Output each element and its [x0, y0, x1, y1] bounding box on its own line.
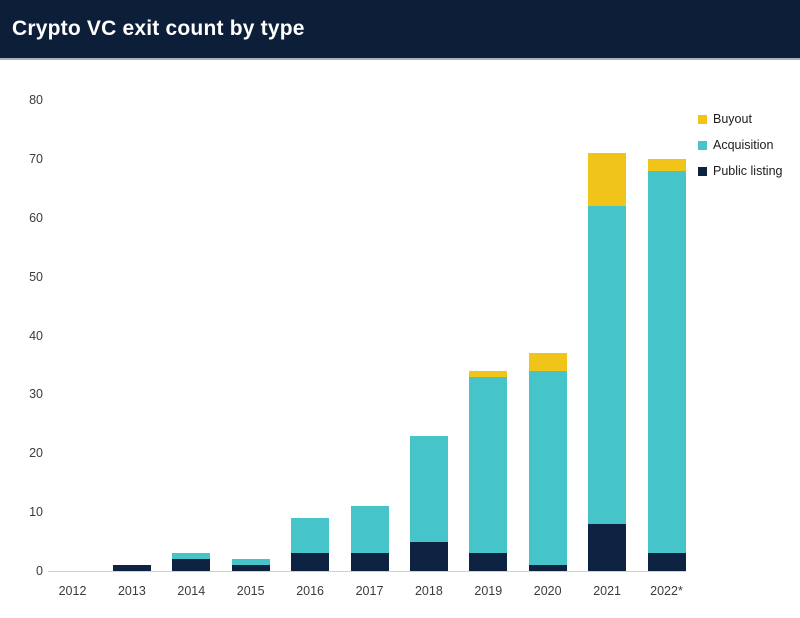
legend-item-acquisition: Acquisition [698, 132, 782, 158]
bar-segment-acquisition [528, 370, 567, 566]
bar-segment-public-listing [231, 565, 270, 571]
bar-segment-acquisition [469, 376, 508, 554]
x-axis-tick-label: 2017 [355, 584, 384, 598]
chart-title: Crypto VC exit count by type [12, 17, 305, 40]
bar-segment-acquisition [588, 205, 627, 524]
x-axis-tick-label: 2015 [236, 584, 265, 598]
y-axis-tick-label: 30 [29, 387, 43, 402]
y-axis-tick-label: 80 [29, 93, 43, 107]
x-axis-tick-label: 2012 [58, 584, 87, 598]
bar-segment-buyout [647, 158, 686, 171]
legend-item-public-listing: Public listing [698, 158, 782, 184]
legend: Buyout Acquisition Public listing [698, 106, 782, 184]
bar-segment-public-listing [647, 553, 686, 571]
bar-segment-acquisition [350, 506, 389, 554]
x-axis-tick-label: 2014 [177, 584, 206, 598]
x-axis-tick-label: 2020 [533, 584, 562, 598]
bar-segment-acquisition [647, 170, 686, 554]
x-axis-tick-label: 2018 [414, 584, 443, 598]
legend-label-acquisition: Acquisition [713, 138, 774, 152]
x-axis-tick-label: 2022* [650, 584, 683, 598]
y-axis-tick-label: 40 [29, 328, 43, 343]
x-axis-tick-label: 2019 [474, 584, 503, 598]
bar-segment-acquisition [409, 435, 448, 542]
bar-segment-public-listing [112, 565, 151, 571]
bar-segment-public-listing [409, 541, 448, 571]
legend-item-buyout: Buyout [698, 106, 782, 132]
x-axis-tick-label: 2013 [117, 584, 146, 598]
x-axis-tick-label: 2021 [593, 584, 621, 598]
buyout-swatch-icon [698, 114, 707, 124]
bar-segment-public-listing [588, 523, 627, 571]
bar-segment-acquisition [231, 559, 270, 566]
bar-segment-buyout [469, 370, 508, 377]
bar-segment-public-listing [291, 553, 330, 571]
bar-segment-public-listing [528, 565, 567, 571]
bar-segment-buyout [528, 353, 567, 371]
legend-label-buyout: Buyout [713, 112, 752, 126]
y-axis-tick-label: 20 [29, 446, 43, 461]
legend-label-public-listing: Public listing [713, 164, 783, 178]
y-axis-tick-label: 60 [29, 210, 43, 225]
y-axis-tick-label: 50 [29, 269, 43, 284]
x-axis-line [48, 570, 686, 572]
bar-segment-public-listing [172, 559, 211, 571]
bar-segment-public-listing [469, 553, 508, 571]
y-axis-tick-label: 0 [36, 564, 43, 578]
bar-segment-buyout [588, 152, 627, 206]
public-listing-swatch-icon [698, 166, 707, 176]
x-axis-tick-label: 2016 [296, 584, 324, 598]
bar-segment-public-listing [350, 553, 389, 571]
acquisition-swatch-icon [698, 140, 707, 150]
header-bar: Crypto VC exit count by type [0, 0, 800, 60]
y-axis-tick-label: 10 [29, 505, 43, 520]
y-axis-tick-label: 70 [29, 151, 43, 166]
bar-segment-acquisition [172, 553, 211, 560]
bar-segment-acquisition [291, 518, 330, 554]
